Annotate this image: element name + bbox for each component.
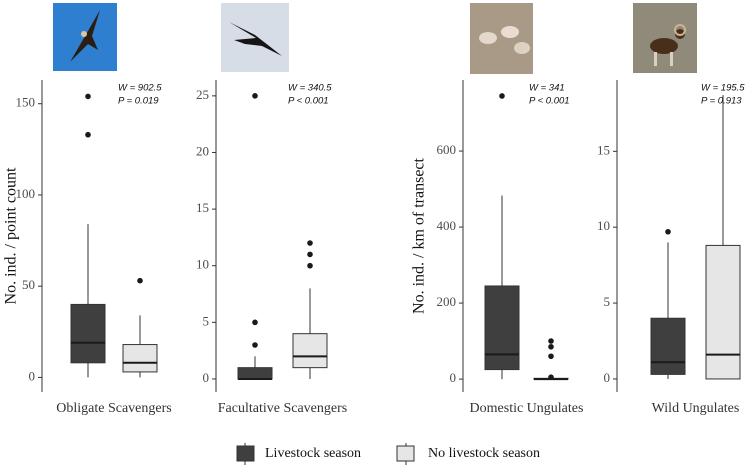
stat-annotation: P = 0.913 (701, 96, 742, 107)
y-tick-label: 15 (597, 142, 610, 157)
y-tick-label: 0 (604, 370, 611, 385)
outlier (307, 262, 313, 269)
y-tick-label: 20 (196, 143, 209, 158)
y-tick-label: 0 (29, 368, 36, 383)
stat-annotation: W = 195.5 (701, 83, 745, 94)
y-tick-label: 5 (203, 313, 210, 328)
y-tick-label: 200 (437, 294, 457, 309)
y-tick-label: 5 (604, 294, 611, 309)
outlier (548, 374, 554, 380)
y-tick-label: 600 (437, 142, 457, 157)
photo-mouflon (633, 3, 697, 73)
box (292, 333, 328, 369)
y-tick-label: 10 (597, 218, 610, 233)
stat-annotation: P < 0.001 (529, 96, 570, 107)
outlier (499, 93, 505, 99)
photo-raven (221, 3, 289, 72)
y-tick-label: 100 (16, 186, 36, 201)
y-tick-label: 0 (203, 370, 210, 385)
outlier (85, 93, 91, 100)
photo-sheep (470, 3, 533, 74)
x-label: Facultative Scavengers (218, 401, 347, 416)
y-label: No. ind. / km of transect (411, 157, 428, 314)
x-label: Wild Ungulates (652, 401, 740, 416)
y-tick-label: 25 (196, 87, 209, 102)
outlier (252, 93, 258, 99)
box (650, 317, 686, 375)
x-label: Domestic Ungulates (470, 401, 584, 416)
box (484, 285, 520, 371)
outlier (137, 277, 143, 284)
y-tick-label: 0 (450, 370, 457, 385)
y-tick-label: 400 (437, 218, 457, 233)
y-label: No. ind. / point count (3, 167, 20, 304)
box (122, 344, 158, 373)
box (70, 303, 106, 364)
y-tick-label: 15 (196, 200, 209, 215)
stat-annotation: W = 902.5 (118, 83, 162, 94)
y-tick-label: 10 (196, 257, 209, 272)
outlier (548, 338, 554, 344)
stat-annotation: P < 0.001 (288, 96, 329, 107)
legend-key (396, 445, 415, 462)
legend: Livestock season No livestock season (236, 443, 540, 465)
y-tick-label: 50 (22, 277, 35, 292)
outlier (548, 343, 554, 350)
outlier (548, 353, 554, 360)
outlier (307, 240, 313, 246)
outlier (252, 342, 258, 348)
stat-annotation: P = 0.019 (118, 96, 159, 107)
outlier (252, 319, 258, 326)
outlier (85, 131, 91, 138)
legend-label: No livestock season (428, 446, 540, 461)
outlier (665, 228, 671, 235)
box (237, 367, 273, 380)
photo-vulture (53, 3, 117, 71)
stat-annotation: W = 340.5 (288, 83, 332, 94)
stat-annotation: W = 341 (529, 83, 565, 94)
legend-label: Livestock season (265, 446, 361, 461)
x-label: Obligate Scavengers (56, 401, 171, 416)
legend-key (236, 445, 255, 462)
y-tick-label: 150 (16, 95, 36, 110)
outlier (307, 251, 313, 258)
box (705, 244, 741, 380)
